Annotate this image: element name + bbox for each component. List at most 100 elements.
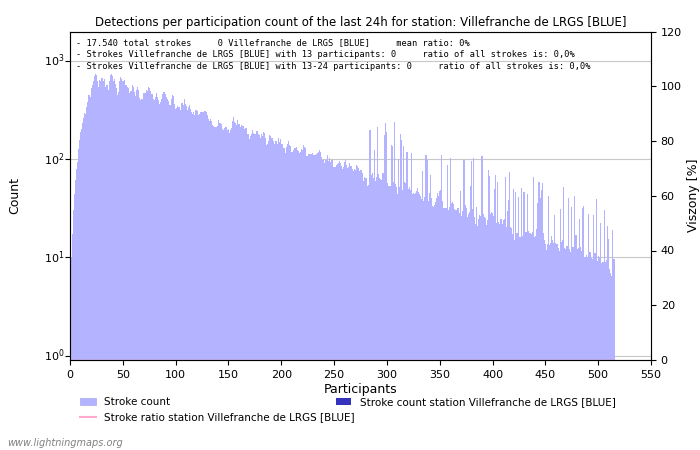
Bar	[337, 164, 338, 450]
Bar	[173, 96, 174, 450]
Bar	[482, 215, 484, 450]
Bar	[551, 236, 552, 450]
Bar	[169, 104, 170, 450]
Bar	[527, 194, 528, 450]
Text: www.lightningmaps.org: www.lightningmaps.org	[7, 437, 122, 447]
Bar	[488, 170, 489, 450]
Bar	[226, 127, 227, 450]
Bar	[114, 80, 115, 450]
Bar	[575, 234, 577, 450]
Bar	[283, 148, 284, 450]
Bar	[496, 224, 497, 450]
Bar	[314, 155, 316, 450]
Bar	[234, 122, 235, 450]
Bar	[73, 210, 74, 450]
Bar	[157, 97, 158, 450]
Bar	[433, 207, 434, 450]
Bar	[497, 182, 498, 450]
Bar	[554, 215, 555, 450]
Bar	[229, 133, 230, 450]
Bar	[533, 176, 534, 450]
Bar	[78, 149, 79, 450]
Bar	[130, 91, 131, 450]
Bar	[106, 85, 108, 450]
Bar	[310, 154, 312, 450]
Bar	[512, 234, 513, 450]
Bar	[179, 108, 181, 450]
Bar	[457, 208, 458, 450]
Bar	[400, 134, 401, 450]
Bar	[416, 191, 417, 450]
Bar	[540, 190, 542, 450]
Bar	[202, 112, 204, 450]
Bar	[573, 247, 575, 450]
Bar	[171, 99, 172, 450]
Bar	[181, 104, 183, 450]
Bar	[450, 158, 451, 450]
Bar	[346, 165, 347, 450]
Bar	[613, 259, 615, 450]
Bar	[600, 223, 601, 450]
Bar	[412, 194, 413, 450]
Bar	[194, 115, 195, 450]
Bar	[141, 99, 142, 450]
Bar	[266, 145, 267, 450]
Bar	[547, 244, 548, 450]
Bar	[188, 107, 189, 450]
Bar	[264, 133, 265, 450]
Bar	[590, 252, 592, 450]
Bar	[336, 165, 337, 450]
Bar	[312, 153, 314, 450]
Bar	[335, 167, 336, 450]
Bar	[166, 97, 167, 450]
Bar	[438, 196, 439, 450]
Bar	[214, 126, 216, 450]
Bar	[204, 111, 206, 450]
Bar	[445, 208, 447, 450]
Bar	[511, 228, 512, 450]
Bar	[376, 177, 377, 450]
Bar	[160, 103, 162, 450]
Bar	[422, 171, 423, 450]
Bar	[439, 190, 440, 450]
Bar	[548, 196, 549, 450]
Bar	[530, 233, 531, 450]
Bar	[359, 171, 360, 450]
Bar	[503, 219, 505, 450]
Bar	[347, 168, 349, 450]
Bar	[525, 232, 526, 450]
Bar	[100, 81, 102, 450]
Bar	[486, 220, 488, 450]
Bar	[115, 84, 116, 450]
Bar	[426, 160, 428, 450]
Bar	[131, 91, 132, 450]
Bar	[185, 104, 186, 450]
Bar	[582, 208, 583, 450]
Bar	[127, 88, 129, 450]
Bar	[324, 163, 325, 450]
Bar	[83, 118, 84, 450]
Bar	[254, 134, 256, 450]
Bar	[307, 156, 308, 450]
Bar	[274, 144, 276, 450]
Bar	[158, 100, 160, 450]
Bar	[407, 189, 409, 450]
Bar	[571, 207, 573, 450]
Bar	[383, 173, 384, 450]
Bar	[357, 166, 358, 450]
Bar	[607, 226, 608, 450]
Bar	[338, 163, 339, 450]
Bar	[136, 90, 137, 450]
Bar	[353, 171, 354, 450]
Bar	[110, 75, 111, 450]
Bar	[295, 147, 297, 450]
Bar	[281, 144, 282, 450]
Bar	[300, 152, 301, 450]
Bar	[125, 86, 127, 450]
Bar	[265, 138, 266, 450]
Bar	[411, 153, 412, 450]
Bar	[299, 153, 300, 450]
Bar	[153, 99, 154, 450]
Text: $10^0$: $10^0$	[44, 347, 64, 364]
Bar	[549, 244, 550, 450]
